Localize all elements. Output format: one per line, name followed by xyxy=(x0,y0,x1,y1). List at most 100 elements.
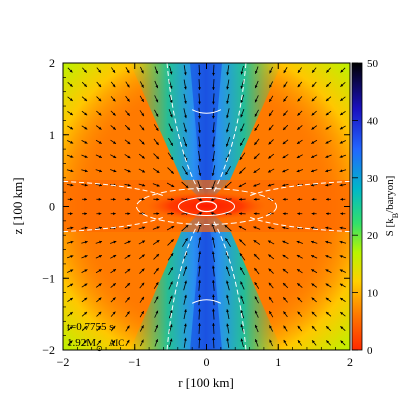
velocity-arrowhead xyxy=(325,126,329,130)
velocity-arrowhead xyxy=(340,112,344,116)
velocity-arrowhead xyxy=(311,141,315,144)
velocity-arrowhead xyxy=(69,112,73,116)
velocity-arrowhead xyxy=(311,283,315,287)
velocity-arrowhead xyxy=(267,240,271,244)
velocity-arrowhead xyxy=(239,170,243,174)
y-tick-label: 2 xyxy=(49,56,55,70)
velocity-arrowhead xyxy=(183,337,187,341)
velocity-arrowhead xyxy=(127,254,131,258)
velocity-arrowhead xyxy=(155,324,159,328)
velocity-arrowhead xyxy=(170,156,174,160)
velocity-arrowhead xyxy=(239,239,243,243)
velocity-arrowhead xyxy=(297,126,301,130)
velocity-arrowhead xyxy=(155,310,159,314)
velocity-arrowhead xyxy=(69,98,73,101)
velocity-arrowhead xyxy=(169,295,173,299)
velocity-arrowhead xyxy=(297,325,301,329)
velocity-arrowhead xyxy=(210,198,214,201)
velocity-arrowhead xyxy=(113,240,117,244)
velocity-arrowhead xyxy=(225,266,229,270)
velocity-arrowhead xyxy=(169,100,173,104)
velocity-arrowhead xyxy=(171,212,174,216)
colorbar-tick-label: 40 xyxy=(367,115,379,127)
velocity-arrowhead xyxy=(170,239,174,243)
velocity-arrowhead xyxy=(282,169,286,173)
velocity-arrowhead xyxy=(340,83,344,87)
velocity-arrowhead xyxy=(183,323,187,327)
velocity-arrowhead xyxy=(84,112,88,116)
velocity-arrowhead xyxy=(339,140,343,144)
velocity-arrowhead xyxy=(198,173,202,176)
velocity-arrowhead xyxy=(326,98,329,102)
velocity-arrowhead xyxy=(296,240,300,244)
velocity-arrowhead xyxy=(339,169,343,173)
velocity-arrowhead xyxy=(282,268,286,272)
x-tick-label: 0 xyxy=(204,355,210,369)
velocity-arrowhead xyxy=(212,323,215,326)
velocity-arrowhead xyxy=(311,84,315,88)
colorbar-tick-label: 20 xyxy=(367,230,379,242)
velocity-arrowhead xyxy=(339,283,343,287)
velocity-arrowhead xyxy=(212,294,215,298)
velocity-arrowhead xyxy=(297,141,301,144)
velocity-arrowhead xyxy=(98,283,102,287)
velocity-arrowhead xyxy=(198,158,202,162)
velocity-arrowhead xyxy=(224,224,228,228)
velocity-arrowhead xyxy=(69,83,73,87)
velocity-arrowhead xyxy=(171,184,175,187)
velocity-arrowhead xyxy=(126,84,130,88)
velocity-arrowhead xyxy=(126,70,130,74)
velocity-arrowhead xyxy=(283,112,287,116)
colorbar-tick-label: 50 xyxy=(367,58,379,70)
velocity-arrowhead xyxy=(240,100,244,104)
velocity-arrowhead xyxy=(211,186,215,190)
contour-line xyxy=(178,197,235,216)
velocity-arrowhead xyxy=(267,226,271,230)
entropy-field xyxy=(63,63,350,350)
velocity-arrowhead xyxy=(84,269,88,273)
velocity-arrowhead xyxy=(156,212,160,216)
velocity-arrowhead xyxy=(127,169,131,173)
contour-line xyxy=(191,299,222,304)
velocity-arrowhead xyxy=(84,155,88,158)
velocity-arrowhead xyxy=(127,183,131,187)
velocity-arrowhead xyxy=(267,169,271,173)
velocity-arrowhead xyxy=(240,128,243,132)
velocity-arrowhead xyxy=(112,325,116,329)
velocity-arrowhead xyxy=(211,265,215,269)
velocity-arrowhead xyxy=(253,253,257,257)
velocity-arrowhead xyxy=(126,297,130,301)
velocity-arrowhead xyxy=(211,251,215,255)
velocity-arrowhead xyxy=(198,144,202,148)
velocity-arrowhead xyxy=(311,126,315,130)
velocity-arrowhead xyxy=(112,269,116,272)
x-tick-label: −2 xyxy=(57,355,70,369)
velocity-arrowhead xyxy=(198,130,202,133)
velocity-arrowhead xyxy=(212,308,215,312)
velocity-arrowhead xyxy=(226,280,229,284)
velocity-arrowhead xyxy=(113,255,117,258)
velocity-arrowhead xyxy=(141,296,144,300)
velocity-arrowhead xyxy=(253,226,257,230)
velocity-arrowhead xyxy=(141,113,144,117)
velocity-arrowhead xyxy=(70,126,74,130)
colorbar-tick-label: 10 xyxy=(367,288,379,300)
velocity-arrowhead xyxy=(225,238,229,242)
velocity-arrowhead xyxy=(283,325,287,329)
velocity-arrowhead xyxy=(311,212,315,216)
velocity-arrowhead xyxy=(141,197,145,201)
velocity-arrowhead xyxy=(169,324,173,328)
velocity-arrowhead xyxy=(84,140,88,144)
velocity-arrowhead xyxy=(69,326,73,330)
velocity-arrowhead xyxy=(253,156,257,160)
velocity-arrowhead xyxy=(325,240,329,244)
velocity-arrowhead xyxy=(325,255,329,258)
velocity-arrowhead xyxy=(311,112,315,116)
velocity-arrowhead xyxy=(325,140,329,144)
velocity-arrowhead xyxy=(156,183,160,187)
velocity-arrowhead xyxy=(238,226,242,229)
velocity-arrowhead xyxy=(325,297,329,301)
velocity-arrowhead xyxy=(83,69,87,73)
velocity-arrowhead xyxy=(268,155,272,159)
velocity-arrowhead xyxy=(282,141,286,145)
